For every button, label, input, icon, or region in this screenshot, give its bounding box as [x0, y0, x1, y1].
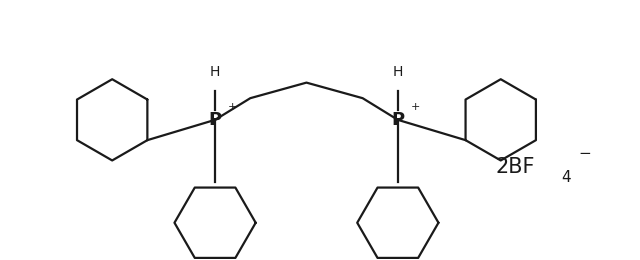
Text: H: H — [210, 65, 220, 79]
Text: P: P — [391, 111, 404, 129]
Text: +: + — [228, 102, 237, 112]
Text: P: P — [209, 111, 221, 129]
Text: +: + — [411, 102, 420, 112]
Text: −: − — [579, 146, 591, 161]
Text: H: H — [393, 65, 403, 79]
Text: 4: 4 — [562, 170, 572, 185]
Text: 2BF: 2BF — [496, 157, 536, 177]
